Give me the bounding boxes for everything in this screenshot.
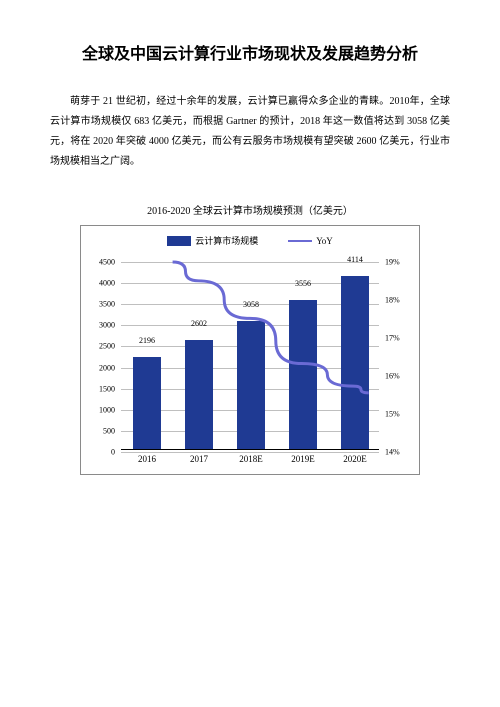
body-paragraph: 萌芽于 21 世纪初，经过十余年的发展，云计算已赢得众多企业的青睐。2010年，… xyxy=(50,92,450,172)
y-right-tick: 19% xyxy=(385,258,419,267)
x-axis-labels: 2016 2017 2018E 2019E 2020E xyxy=(121,454,379,470)
y-right-tick: 17% xyxy=(385,334,419,343)
x-axis-label: 2019E xyxy=(291,454,315,464)
y-left-tick: 1000 xyxy=(81,405,115,414)
y-left-tick: 0 xyxy=(81,448,115,457)
legend-item-line: YoY xyxy=(288,234,333,247)
legend-swatch-line xyxy=(288,240,312,242)
legend-swatch-bar xyxy=(167,236,191,246)
y-right-tick: 18% xyxy=(385,296,419,305)
yoy-line xyxy=(173,262,369,393)
y-right-tick: 14% xyxy=(385,448,419,457)
chart-legend: 云计算市场规模 YoY xyxy=(81,226,419,247)
chart-box: 云计算市场规模 YoY 0 500 1000 1500 2000 2500 3000 3500… xyxy=(80,225,420,475)
gridline xyxy=(121,452,379,453)
y-left-tick: 2000 xyxy=(81,363,115,372)
x-axis-label: 2018E xyxy=(239,454,263,464)
y-axis-right: 14%15%16%17%18%19% xyxy=(379,262,419,450)
y-left-tick: 1500 xyxy=(81,384,115,393)
y-left-tick: 500 xyxy=(81,426,115,435)
page-title: 全球及中国云计算行业市场现状及发展趋势分析 xyxy=(50,40,450,64)
document-page: 全球及中国云计算行业市场现状及发展趋势分析 萌芽于 21 世纪初，经过十余年的发… xyxy=(0,0,500,707)
x-axis-label: 2016 xyxy=(138,454,156,464)
line-series-svg xyxy=(121,262,379,450)
plot-area: 21962602305835564114 xyxy=(121,262,379,450)
chart-container: 2016-2020 全球云计算市场规模预测（亿美元） 云计算市场规模 YoY 0… xyxy=(80,202,420,475)
x-axis-label: 2020E xyxy=(343,454,367,464)
y-left-tick: 3000 xyxy=(81,321,115,330)
y-right-tick: 15% xyxy=(385,410,419,419)
legend-item-bar: 云计算市场规模 xyxy=(167,234,258,247)
y-right-tick: 16% xyxy=(385,372,419,381)
y-left-tick: 3500 xyxy=(81,300,115,309)
x-axis-label: 2017 xyxy=(190,454,208,464)
y-left-tick: 4000 xyxy=(81,279,115,288)
y-left-tick: 2500 xyxy=(81,342,115,351)
y-axis-left: 050010001500200025003000350040004500 xyxy=(81,262,121,450)
x-axis-baseline xyxy=(121,449,379,450)
legend-label-bar: 云计算市场规模 xyxy=(195,234,258,247)
legend-label-line: YoY xyxy=(316,236,333,246)
y-left-tick: 4500 xyxy=(81,258,115,267)
chart-title: 2016-2020 全球云计算市场规模预测（亿美元） xyxy=(80,202,420,217)
